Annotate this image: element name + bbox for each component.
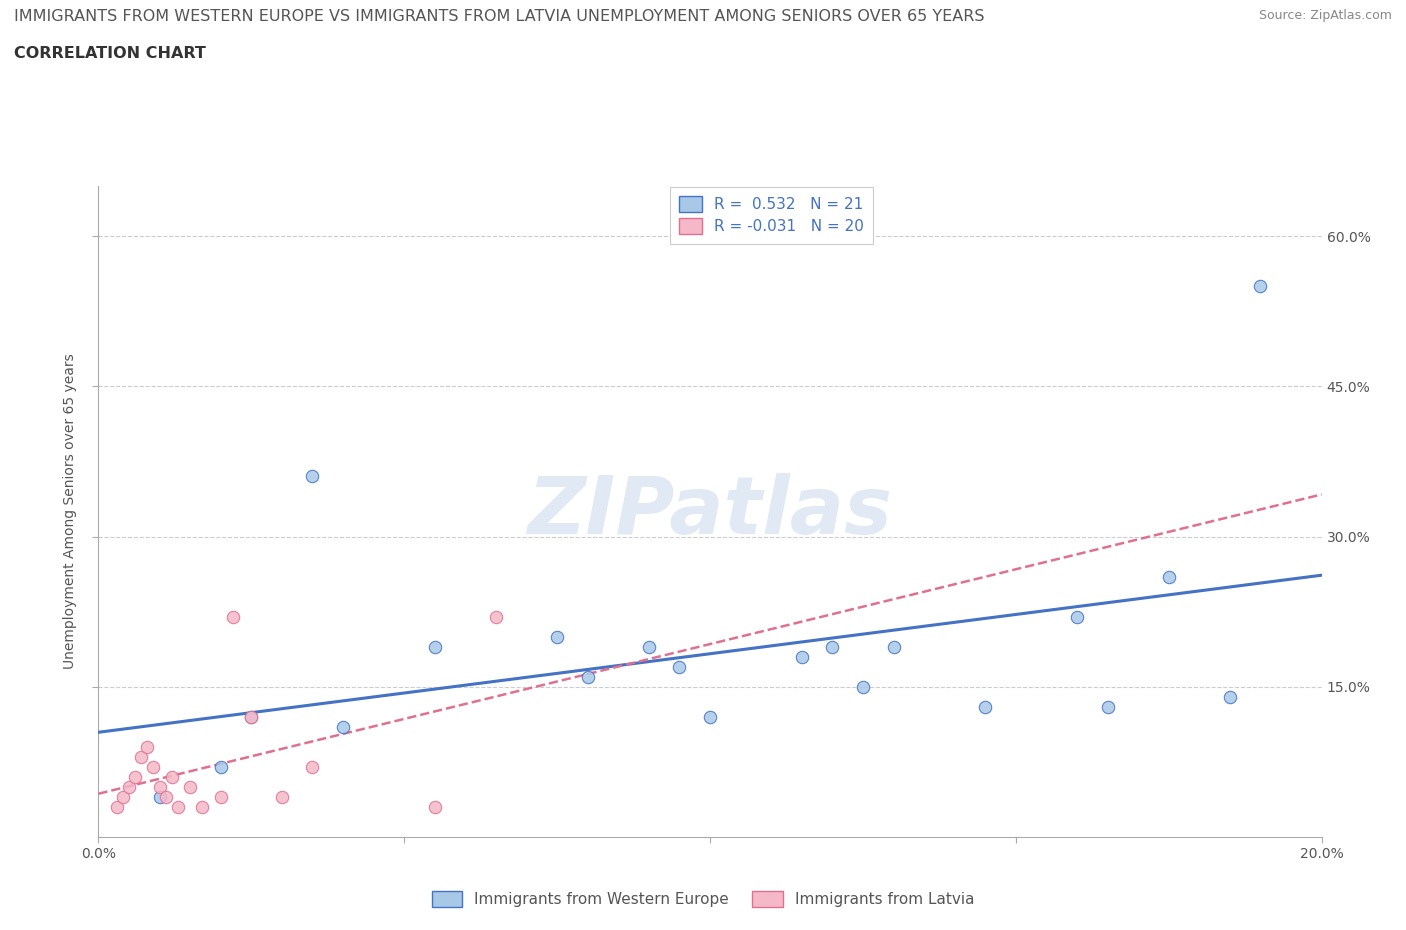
Point	[883, 639, 905, 654]
Point	[1097, 699, 1119, 714]
Point	[423, 639, 446, 654]
Text: CORRELATION CHART: CORRELATION CHART	[14, 46, 205, 61]
Point	[1219, 689, 1241, 704]
Point	[191, 800, 214, 815]
Point	[1157, 569, 1180, 584]
Point	[668, 659, 690, 674]
Point	[209, 790, 232, 804]
Point	[1066, 609, 1088, 624]
Point	[790, 649, 813, 664]
Point	[105, 800, 128, 815]
Point	[222, 609, 245, 624]
Point	[423, 800, 446, 815]
Point	[301, 760, 323, 775]
Point	[974, 699, 997, 714]
Point	[637, 639, 661, 654]
Point	[209, 760, 232, 775]
Point	[142, 760, 165, 775]
Point	[179, 779, 201, 794]
Point	[576, 670, 599, 684]
Point	[546, 630, 568, 644]
Point	[270, 790, 292, 804]
Point	[149, 790, 172, 804]
Point	[301, 469, 323, 484]
Point	[852, 679, 875, 694]
Point	[136, 739, 159, 754]
Point	[118, 779, 141, 794]
Point	[821, 639, 844, 654]
Point	[124, 769, 146, 784]
Point	[240, 710, 263, 724]
Legend: Immigrants from Western Europe, Immigrants from Latvia: Immigrants from Western Europe, Immigran…	[426, 884, 980, 913]
Legend: R =  0.532   N = 21, R = -0.031   N = 20: R = 0.532 N = 21, R = -0.031 N = 20	[669, 187, 873, 244]
Point	[167, 800, 190, 815]
Point	[111, 790, 134, 804]
Text: Source: ZipAtlas.com: Source: ZipAtlas.com	[1258, 9, 1392, 22]
Point	[240, 710, 263, 724]
Text: ZIPatlas: ZIPatlas	[527, 472, 893, 551]
Point	[160, 769, 183, 784]
Point	[699, 710, 721, 724]
Y-axis label: Unemployment Among Seniors over 65 years: Unemployment Among Seniors over 65 years	[63, 353, 77, 670]
Point	[129, 750, 152, 764]
Text: IMMIGRANTS FROM WESTERN EUROPE VS IMMIGRANTS FROM LATVIA UNEMPLOYMENT AMONG SENI: IMMIGRANTS FROM WESTERN EUROPE VS IMMIGR…	[14, 9, 984, 24]
Point	[149, 779, 172, 794]
Point	[1249, 279, 1271, 294]
Point	[155, 790, 177, 804]
Point	[485, 609, 508, 624]
Point	[332, 720, 354, 735]
